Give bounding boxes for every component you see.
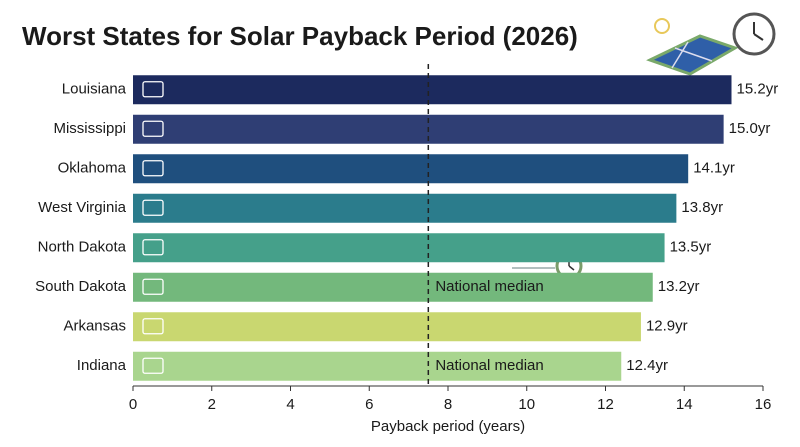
y-tick-label: Louisiana <box>62 81 127 98</box>
x-tick-label: 14 <box>676 396 693 413</box>
y-tick-label: North Dakota <box>38 239 127 256</box>
value-label: 12.4yr <box>626 357 668 374</box>
y-tick-label: Arkansas <box>63 318 126 335</box>
x-tick-label: 2 <box>208 396 216 413</box>
y-tick-label: West Virginia <box>38 199 126 216</box>
bar <box>133 312 641 342</box>
state-icon <box>142 278 164 295</box>
bar <box>133 193 677 223</box>
y-tick-label: Indiana <box>77 357 127 374</box>
median-label: National median <box>435 278 543 295</box>
x-tick-label: 0 <box>129 396 137 413</box>
x-tick-label: 6 <box>365 396 373 413</box>
state-icon <box>142 239 164 256</box>
x-tick-label: 4 <box>286 396 294 413</box>
x-tick-label: 10 <box>518 396 535 413</box>
chart-title: Worst States for Solar Payback Period (2… <box>22 21 578 51</box>
y-tick-label: Oklahoma <box>58 160 127 177</box>
value-label: 13.2yr <box>658 278 700 295</box>
value-label: 14.1yr <box>693 160 735 177</box>
bar <box>133 75 732 105</box>
value-label: 15.0yr <box>729 120 771 137</box>
x-tick-label: 16 <box>755 396 772 413</box>
median-label: National median <box>435 357 543 374</box>
bar <box>133 272 653 302</box>
state-icon <box>142 160 164 177</box>
value-label: 12.9yr <box>646 318 688 335</box>
state-icon <box>142 357 164 374</box>
x-axis-label: Payback period (years) <box>371 418 525 435</box>
state-icon <box>142 120 164 137</box>
bar <box>133 233 665 263</box>
value-label: 15.2yr <box>737 81 779 98</box>
state-icon <box>142 199 164 216</box>
x-tick-label: 8 <box>444 396 452 413</box>
y-tick-label: South Dakota <box>35 278 127 295</box>
value-label: 13.8yr <box>681 199 723 216</box>
x-tick-label: 12 <box>597 396 614 413</box>
bar <box>133 351 622 381</box>
value-label: 13.5yr <box>670 239 712 256</box>
state-icon <box>142 81 164 98</box>
bar <box>133 154 689 184</box>
state-icon <box>142 318 164 335</box>
y-tick-label: Mississippi <box>53 120 126 137</box>
solar-icon <box>646 12 776 76</box>
